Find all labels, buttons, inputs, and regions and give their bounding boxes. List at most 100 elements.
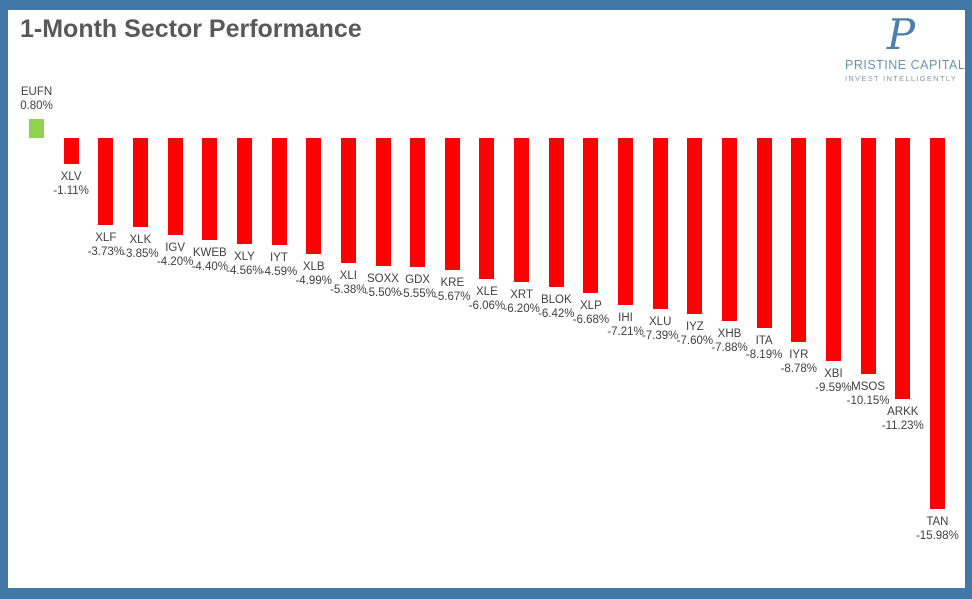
ticker-label: KWEB [192, 247, 227, 260]
bar-GDX [410, 138, 426, 267]
bar-label-XRT: XRT -6.20% [491, 288, 553, 316]
ticker-label: XLU [649, 316, 672, 329]
bar-label-BLOK: BLOK -6.42% [525, 293, 587, 321]
value-label: -7.21% [607, 326, 644, 339]
ticker-label: IHI [618, 312, 633, 325]
bar-label-ITA: ITA -8.19% [733, 334, 795, 362]
bar-label-IYZ: IYZ -7.60% [664, 320, 726, 348]
value-label: -5.50% [364, 286, 402, 299]
ticker-label: EUFN [20, 86, 53, 99]
bar-EUFN [29, 119, 44, 138]
value-label: -11.23% [881, 419, 924, 432]
ticker-label: XLB [302, 260, 325, 273]
bar-label-XBI: XBI -9.59% [802, 367, 864, 395]
logo-monogram-icon: P [886, 10, 916, 59]
ticker-label: XHB [717, 327, 742, 340]
bar-XLK [132, 138, 148, 228]
bar-IYT [271, 138, 287, 245]
bar-label-XLI: XLI -5.38% [317, 269, 379, 297]
ticker-label: ITA [755, 335, 773, 347]
ticker-label: XLP [580, 300, 602, 312]
value-label: -7.88% [711, 341, 748, 354]
ticker-label: XRT [510, 288, 533, 301]
bar-XLI [340, 138, 356, 263]
bar-KWEB [202, 138, 218, 241]
value-label: -3.73% [87, 245, 125, 258]
bar-label-SOXX: SOXX -5.50% [352, 272, 414, 300]
bar-label-XLV: XLV -1.11% [40, 170, 102, 198]
bar-MSOS [860, 138, 876, 374]
bar-label-KWEB: KWEB -4.40% [179, 246, 241, 274]
bar-ITA [756, 138, 772, 328]
value-label: -1.11% [53, 184, 89, 197]
bar-IYR [791, 138, 807, 342]
bar-label-IYT: IYT -4.59% [248, 251, 310, 279]
bar-XLE [479, 138, 495, 279]
logo-tagline: INVEST INTELLIGENTLY [845, 74, 957, 83]
bar-label-IHI: IHI -7.21% [595, 311, 657, 339]
bar-XRT [514, 138, 530, 282]
bar-label-XLU: XLU -7.39% [629, 315, 691, 343]
value-label: -4.40% [191, 261, 229, 274]
logo-company-name: PRISTINE CAPITAL [845, 58, 966, 72]
value-label: -6.68% [572, 314, 610, 326]
bar-XLY [236, 138, 252, 244]
bar-XLF [98, 138, 114, 225]
ticker-label: XLV [60, 170, 82, 183]
bar-label-GDX: GDX -5.55% [387, 273, 449, 301]
ticker-label: XBI [824, 367, 843, 380]
ticker-label: IGV [165, 242, 185, 255]
value-label: -5.55% [399, 287, 436, 300]
pristine-capital-logo: P PRISTINE CAPITAL INVEST INTELLIGENTLY [845, 10, 966, 84]
value-label: -8.19% [745, 349, 783, 361]
bar-IYZ [687, 138, 703, 315]
bar-label-XLB: XLB -4.99% [283, 260, 345, 288]
ticker-label: XLY [233, 250, 255, 263]
ticker-label: IYZ [685, 321, 704, 334]
value-label: -6.20% [503, 302, 540, 315]
ticker-label: MSOS [851, 380, 886, 393]
bar-label-XLP: XLP -6.68% [560, 299, 622, 327]
ticker-label: BLOK [540, 293, 572, 306]
value-label: -15.98% [915, 529, 959, 542]
bar-label-XHB: XHB -7.88% [699, 327, 761, 355]
bar-label-XLY: XLY -4.56% [213, 250, 275, 278]
value-label: -8.78% [780, 362, 818, 375]
bar-SOXX [375, 138, 391, 266]
ticker-label: XLE [476, 285, 498, 298]
bar-XHB [722, 138, 737, 321]
page-title: 1-Month Sector Performance [20, 15, 362, 43]
ticker-label: TAN [926, 515, 949, 528]
value-label: -6.42% [538, 307, 575, 320]
value-label: -7.39% [641, 330, 679, 343]
bar-label-IYR: IYR -8.78% [768, 348, 830, 376]
bar-XLP [583, 138, 599, 293]
bar-label-IGV: IGV -4.20% [144, 241, 206, 269]
bar-chart: EUFN 0.80% XLV -1.11% XLF -3.73% XLK -3.85% IGV -… [8, 10, 965, 588]
value-label: -6.06% [468, 299, 506, 312]
bar-label-KRE: KRE -5.67% [421, 276, 483, 304]
bar-TAN [929, 138, 945, 509]
bar-label-EUFN: EUFN 0.80% [8, 85, 68, 113]
ticker-label: ARKK [887, 405, 919, 418]
ticker-label: KRE [440, 276, 465, 289]
bar-label-MSOS: MSOS -10.15% [837, 380, 899, 408]
bar-XLV [63, 138, 79, 164]
bar-label-XLE: XLE -6.06% [456, 285, 518, 313]
value-label: -5.67% [434, 290, 471, 303]
ticker-label: IYT [270, 251, 288, 264]
value-label: -10.15% [846, 394, 890, 407]
ticker-label: IYR [789, 348, 809, 361]
ticker-label: XLK [129, 234, 152, 247]
value-label: -4.99% [295, 274, 332, 287]
bar-IGV [167, 138, 183, 236]
bar-IHI [618, 138, 634, 306]
bar-XLU [652, 138, 668, 310]
bar-XLB [306, 138, 322, 254]
value-label: -5.38% [330, 283, 367, 296]
ticker-label: XLF [95, 231, 117, 244]
ticker-label: GDX [405, 273, 431, 286]
bar-ARKK [895, 138, 911, 399]
value-label: -9.59% [815, 381, 852, 394]
